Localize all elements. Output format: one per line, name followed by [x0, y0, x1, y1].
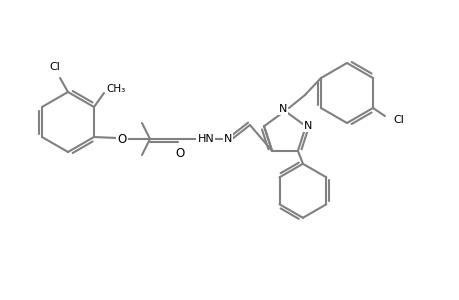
Text: O: O [175, 146, 184, 160]
Text: N: N [278, 104, 286, 114]
Text: N: N [224, 134, 232, 144]
Text: HN: HN [197, 134, 214, 144]
Text: N: N [303, 121, 311, 131]
Text: Cl: Cl [50, 62, 60, 72]
Text: O: O [117, 133, 126, 146]
Text: Cl: Cl [392, 115, 403, 125]
Text: CH₃: CH₃ [106, 84, 125, 94]
